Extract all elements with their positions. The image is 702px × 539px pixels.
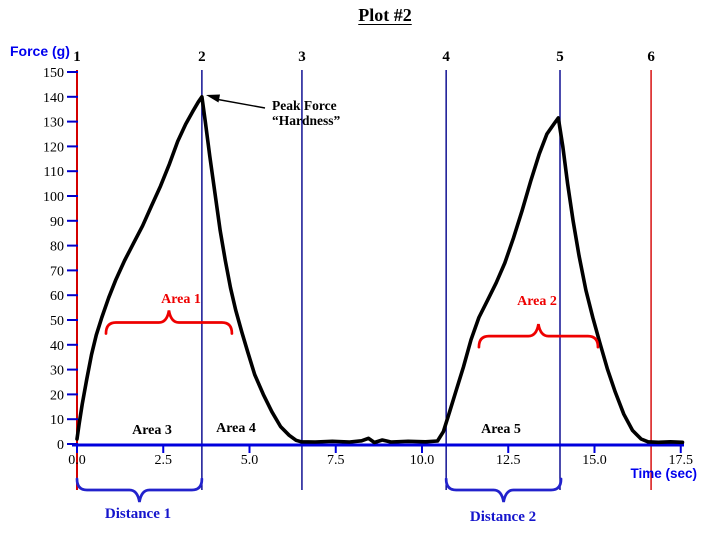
event-marker-label-4: 4	[442, 49, 450, 65]
x-tick-label: 10.0	[410, 453, 435, 468]
y-tick-label: 70	[50, 264, 64, 279]
x-tick-label: 2.5	[155, 453, 173, 468]
y-tick-label: 100	[43, 190, 64, 205]
y-tick-label: 40	[50, 339, 64, 354]
area1-brace	[104, 310, 234, 335]
event-marker-label-2: 2	[198, 49, 206, 65]
event-marker-label-6: 6	[647, 49, 655, 65]
peak-force-line1: Peak Force	[272, 98, 337, 113]
y-tick-label: 150	[43, 66, 64, 81]
distance1-label: Distance 1	[104, 506, 172, 522]
area5-label: Area 5	[481, 422, 521, 437]
y-tick-label: 120	[43, 140, 64, 155]
y-tick-label: 130	[43, 116, 64, 131]
event-marker-label-3: 3	[298, 49, 306, 65]
event-marker-label-1: 1	[73, 49, 81, 65]
y-tick-label: 60	[50, 289, 64, 304]
peak-force-line2: “Hardness”	[272, 113, 341, 128]
area1-label: Area 1	[161, 292, 201, 307]
y-tick-label: 90	[50, 215, 64, 230]
area4-label: Area 4	[216, 421, 256, 436]
event-marker-label-5: 5	[556, 49, 564, 65]
y-tick-label: 50	[50, 314, 64, 329]
force-curve	[75, 95, 685, 445]
area3-label: Area 3	[132, 423, 172, 438]
x-tick-label: 15.0	[582, 453, 607, 468]
peak-force-annotation: Peak Force “Hardness”	[272, 98, 340, 128]
x-axis-title: Time (sec)	[630, 466, 697, 481]
area2-brace	[477, 323, 600, 349]
y-tick-label: 0	[57, 438, 64, 453]
y-tick-label: 20	[50, 388, 64, 403]
x-tick-label: 0.0	[68, 453, 86, 468]
x-tick-label: 12.5	[496, 453, 521, 468]
chart-title: Plot #2	[358, 5, 412, 25]
y-tick-label: 80	[50, 240, 64, 255]
x-tick-label: 7.5	[327, 453, 345, 468]
distance2-label: Distance 2	[469, 509, 537, 525]
y-tick-label: 140	[43, 91, 64, 106]
y-axis-title: Force (g)	[10, 43, 70, 59]
distance2-brace	[444, 477, 563, 503]
area2-label: Area 2	[517, 294, 557, 309]
x-tick-label: 5.0	[241, 453, 259, 468]
distance1-brace	[75, 477, 204, 503]
y-tick-label: 10	[50, 413, 64, 428]
y-tick-label: 30	[50, 364, 64, 379]
x-tick-label: 17.5	[669, 453, 694, 468]
peak-arrow-head	[206, 94, 220, 103]
peak-arrow-line	[217, 98, 266, 109]
y-tick-label: 110	[44, 165, 64, 180]
